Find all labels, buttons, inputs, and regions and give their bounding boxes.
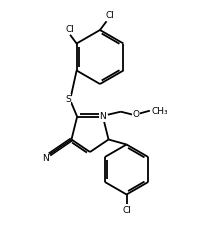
Text: Cl: Cl	[65, 25, 74, 34]
Text: O: O	[132, 110, 139, 119]
Text: N: N	[99, 112, 106, 121]
Text: CH₃: CH₃	[151, 107, 168, 116]
Text: Cl: Cl	[121, 206, 130, 215]
Text: N: N	[42, 154, 49, 163]
Text: S: S	[65, 94, 71, 104]
Text: Cl: Cl	[105, 12, 114, 21]
